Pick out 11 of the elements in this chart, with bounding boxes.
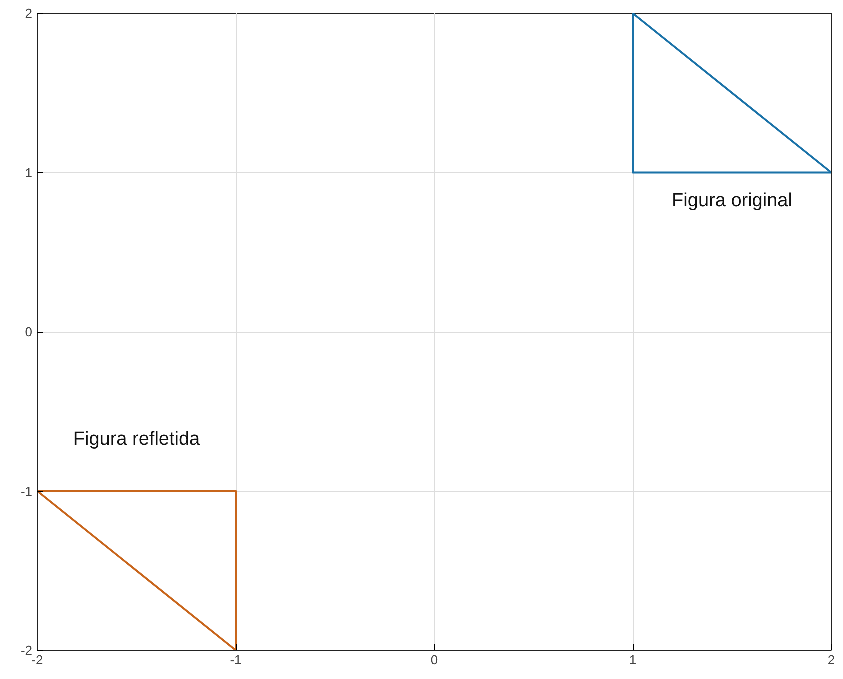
x-tick-label: 1 bbox=[629, 652, 637, 668]
y-tick-label: -2 bbox=[20, 643, 33, 658]
text: Figura refletida bbox=[73, 428, 201, 450]
y-tick-label: 1 bbox=[25, 165, 33, 180]
y-tick-label: 2 bbox=[25, 6, 33, 21]
x-tick-label: -1 bbox=[230, 652, 242, 668]
x-tick-label: 0 bbox=[430, 652, 438, 668]
y-tick-label: -1 bbox=[20, 484, 33, 499]
y-tick-label: 0 bbox=[25, 324, 33, 340]
x-tick-label: 2 bbox=[828, 652, 836, 668]
series-label: Figura original bbox=[672, 190, 792, 212]
